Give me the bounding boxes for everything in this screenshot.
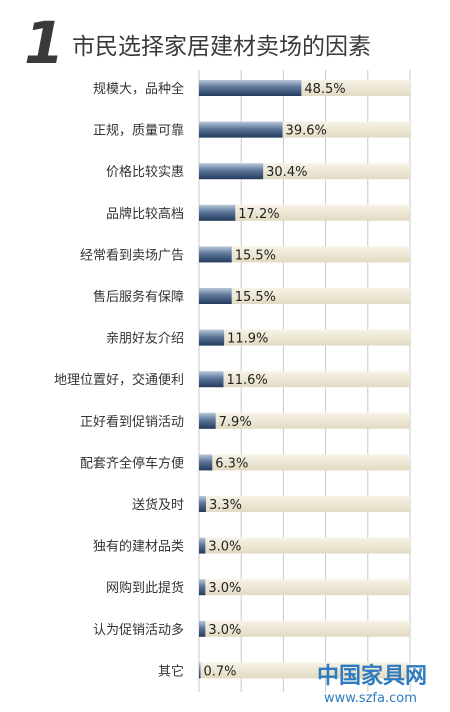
category-label: 送货及时 [132,497,184,513]
bar-tracks [199,80,410,679]
bar [199,412,216,429]
bar-track [199,288,410,304]
bar [199,662,201,679]
bar [199,620,206,637]
bar-track [199,579,410,596]
value-label: 39.6% [286,124,327,139]
bar-track [199,662,410,679]
category-label: 其它 [158,663,184,679]
category-label: 售后服务有保障 [93,289,184,305]
value-label: 15.5% [235,248,276,263]
category-label: 地理位置好，交通便利 [54,372,184,388]
watermark-logo-text: 中国家具网 [317,663,427,689]
bar [199,496,206,512]
value-label: 0.7% [204,664,237,679]
category-label: 正规，质量可靠 [93,124,184,139]
category-label: 配套齐全停车方便 [80,455,184,471]
category-label: 价格比较实惠 [106,164,184,180]
category-label: 品牌比较高档 [106,206,184,222]
title-number: 1 [24,9,64,77]
value-label: 3.0% [208,623,241,638]
bar [199,204,236,221]
bar [199,371,224,388]
bar-track [199,246,410,263]
bar [199,537,206,554]
category-label: 亲朋好友介绍 [106,331,184,347]
bar [199,579,206,596]
value-label: 11.9% [227,332,268,347]
value-label: 3.0% [208,581,241,596]
category-label: 规模大，品种全 [93,81,184,97]
bar-track [199,204,410,221]
value-label: 15.5% [235,290,276,305]
bar-track [199,496,410,512]
bar [199,121,283,138]
bar-track [199,371,410,388]
bar [199,288,232,304]
category-label: 正好看到促销活动 [80,414,184,430]
category-label: 认为促销活动多 [93,622,184,638]
value-labels: 48.5% 39.6% 30.4% 17.2% 15.5% 15.5% 11.9% 11.6%… [204,82,346,679]
value-label: 7.9% [219,415,252,430]
value-label: 48.5% [304,82,345,97]
bar [199,329,225,346]
bar-track [199,329,410,346]
bars [199,80,302,679]
value-label: 3.3% [209,498,242,513]
category-label: 独有的建材品类 [93,539,184,555]
bar-track [199,454,410,471]
value-label: 6.3% [215,456,248,471]
bar [199,80,302,96]
value-label: 30.4% [266,165,307,180]
watermark-url: www.szfa.com [324,691,417,706]
bar [199,246,232,263]
category-label: 经常看到卖场广告 [80,247,184,263]
bar-track [199,537,410,554]
bar-track [199,620,410,637]
category-label: 网购到此提货 [106,580,184,596]
category-labels: 规模大，品种全正规，质量可靠价格比较实惠品牌比较高档经常看到卖场广告售后服务有保… [54,81,184,679]
value-label: 11.6% [226,373,267,388]
bar [199,454,213,471]
bar [199,163,264,180]
bar-track [199,412,410,429]
chart-title: 市民选择家居建材卖场的因素 [72,34,371,60]
value-label: 3.0% [208,540,241,555]
value-label: 17.2% [238,207,279,222]
